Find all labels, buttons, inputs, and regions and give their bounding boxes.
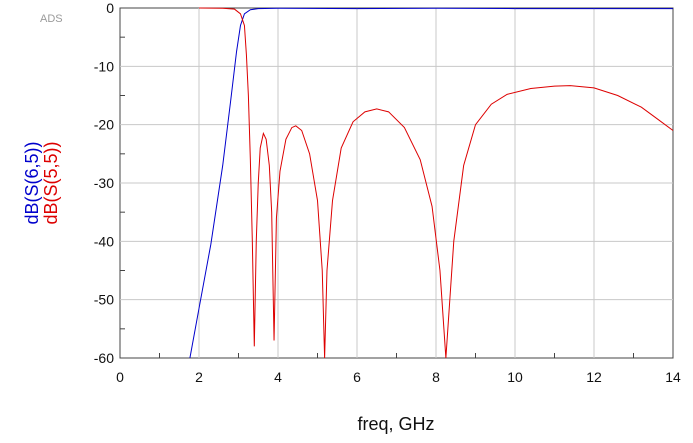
x-tick-label-4: 8 <box>432 369 440 385</box>
y-tick-label-2: -20 <box>94 117 114 133</box>
grid-layer <box>120 8 673 358</box>
y-tick-label-0: 0 <box>106 0 114 16</box>
series-layer <box>189 7 674 359</box>
y-tick-layer: 0 -10 -20 -30 -40 -50 -60 <box>94 0 114 366</box>
x-tick-label-0: 0 <box>116 369 124 385</box>
series-line-s65 <box>189 7 673 359</box>
x-tick-label-2: 4 <box>274 369 282 385</box>
series-line-s55 <box>198 7 674 359</box>
x-tick-label-7: 14 <box>665 369 681 385</box>
watermark-text: ADS <box>40 13 63 25</box>
y-tick-label-4: -40 <box>94 233 114 249</box>
y-tick-label-1: -10 <box>94 58 114 74</box>
x-tick-label-6: 12 <box>586 369 602 385</box>
y-axis-title-s55: dB(S(5,5)) <box>41 141 61 224</box>
y-axis-title-s65: dB(S(6,5)) <box>22 141 42 224</box>
x-tick-layer: 0 2 4 6 8 10 12 14 <box>116 369 681 385</box>
y-tick-label-5: -50 <box>94 292 114 308</box>
minor-tick-layer <box>120 36 634 358</box>
x-tick-label-5: 10 <box>507 369 523 385</box>
x-tick-label-1: 2 <box>195 369 203 385</box>
x-axis-title: freq, GHz <box>357 414 434 434</box>
x-tick-label-3: 6 <box>353 369 361 385</box>
y-tick-label-3: -30 <box>94 175 114 191</box>
y-tick-label-6: -60 <box>94 350 114 366</box>
